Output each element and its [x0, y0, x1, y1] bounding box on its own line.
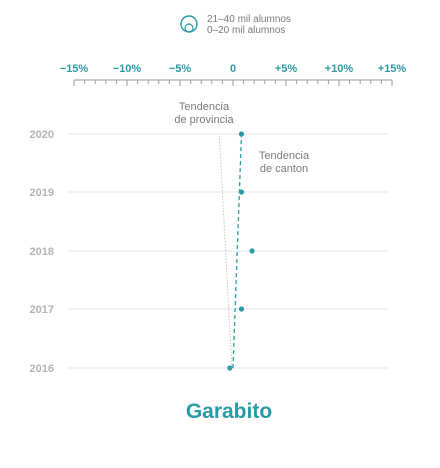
chart-title: Garabito [186, 400, 272, 423]
canton-trend-label: de canton [260, 163, 308, 175]
x-tick-label: −10% [113, 63, 142, 75]
province-trend-label: Tendencia [179, 101, 230, 113]
province-trend-line [218, 133, 233, 369]
year-label: 2018 [30, 246, 54, 258]
data-point [238, 306, 245, 312]
legend: 21–40 mil alumnos 0–20 mil alumnos [180, 14, 291, 36]
x-tick-label: −15% [60, 63, 89, 75]
data-point [249, 248, 255, 254]
x-tick-label: +10% [325, 63, 354, 75]
year-label: 2016 [30, 363, 54, 375]
x-axis: −15% −10% −5% 0 +5% +10% +15% [60, 63, 407, 86]
data-point [238, 189, 245, 195]
data-point [238, 131, 245, 137]
legend-small-circle-icon [184, 23, 194, 33]
x-tick-label: +5% [275, 63, 298, 75]
year-label: 2017 [30, 304, 54, 316]
data-points [227, 131, 255, 371]
x-tick-label: +15% [378, 63, 407, 75]
year-label: 2020 [30, 129, 54, 141]
year-gridlines [68, 133, 388, 369]
canton-trend-label: Tendencia [259, 150, 310, 162]
legend-item-small: 0–20 mil alumnos [207, 25, 285, 36]
trend-lines [218, 133, 243, 369]
data-point [227, 365, 233, 371]
x-tick-label: −5% [169, 63, 192, 75]
legend-item-large: 21–40 mil alumnos [207, 14, 291, 25]
province-trend-label: de provincia [174, 114, 234, 126]
year-labels: 2020 2019 2018 2017 2016 [30, 129, 54, 375]
year-label: 2019 [30, 187, 54, 199]
x-tick-label: 0 [230, 63, 236, 75]
